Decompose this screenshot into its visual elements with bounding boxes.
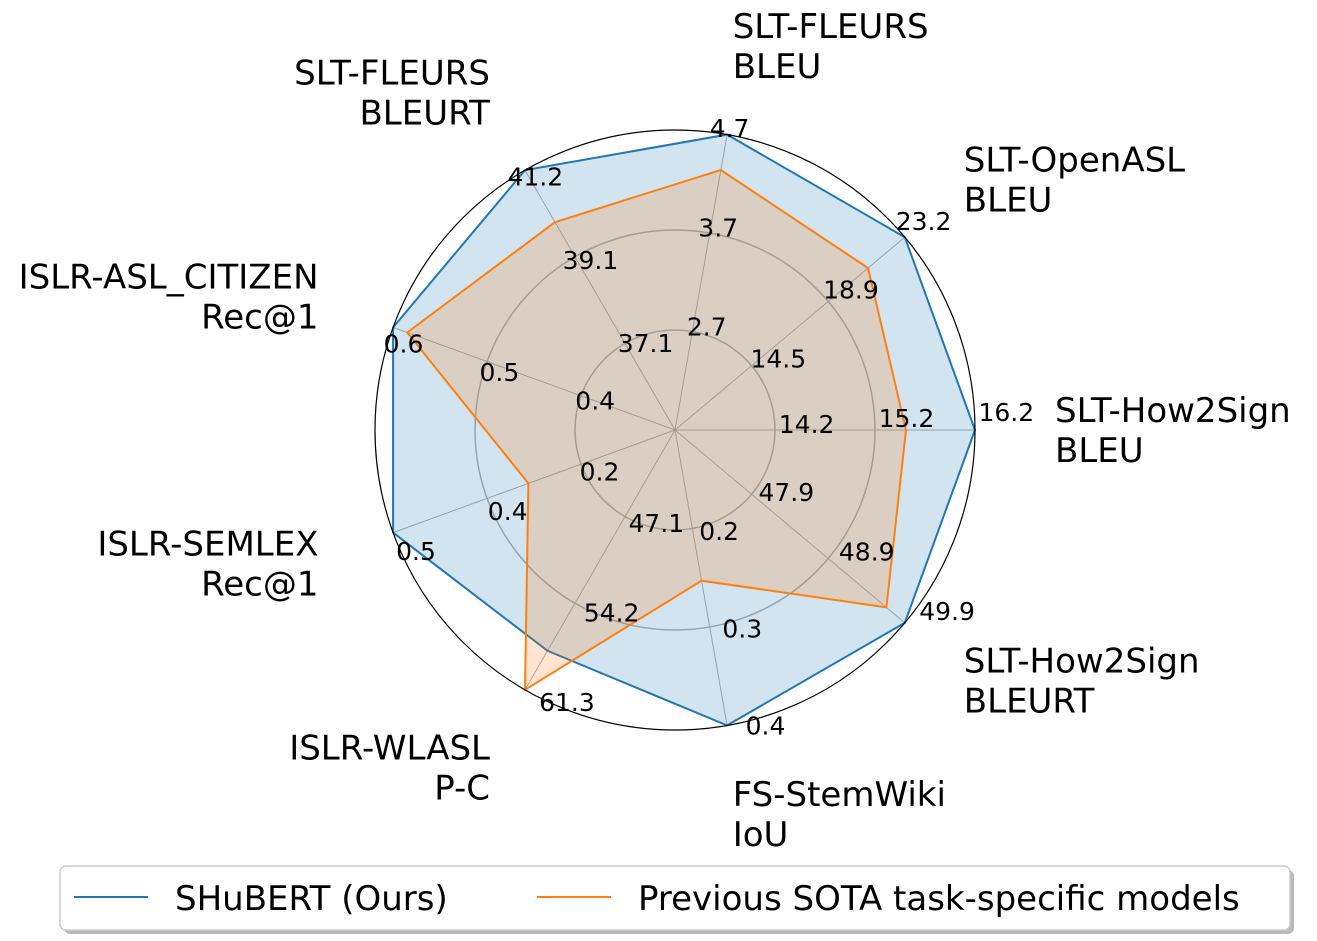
series-line-1 xyxy=(405,168,908,692)
spoke-2 xyxy=(674,134,728,431)
radar-grid xyxy=(392,134,975,726)
tick-label: 0.4 xyxy=(488,497,528,526)
tick-label: 4.7 xyxy=(710,114,750,143)
tick-label: 49.9 xyxy=(919,597,975,626)
tick-label: 16.2 xyxy=(979,398,1035,427)
tick-label: 18.9 xyxy=(823,276,879,305)
tick-label: 15.2 xyxy=(879,404,935,433)
axis-label: SLT-FLEURS BLEU xyxy=(733,7,929,87)
tick-label: 3.7 xyxy=(698,213,738,242)
outer-frame-circle xyxy=(374,129,976,731)
tick-label: 14.2 xyxy=(779,410,835,439)
axis-label: SLT-How2Sign BLEURT xyxy=(964,642,1200,722)
radar-series xyxy=(374,129,977,731)
tick-label: 0.4 xyxy=(575,386,615,415)
tick-label: 0.3 xyxy=(722,614,762,643)
legend: SHuBERT (Ours) Previous SOTA task-specif… xyxy=(59,865,1294,934)
spoke-6 xyxy=(524,429,676,691)
tick-label: 0.4 xyxy=(746,712,786,741)
tick-label: 41.2 xyxy=(508,162,564,191)
axis-label: SLT-FLEURS BLEURT xyxy=(294,53,490,133)
tick-label: 2.7 xyxy=(687,313,727,342)
radial-tick-labels: 14.2 15.2 16.2 14.5 18.9 23.2 2.7 3.7 4.7 37.1 39.… xyxy=(384,114,1035,741)
tick-label: 48.9 xyxy=(839,538,895,567)
spoke-3 xyxy=(524,169,676,431)
tick-label: 14.5 xyxy=(751,345,807,374)
spoke-1 xyxy=(674,236,906,431)
tick-label: 61.3 xyxy=(539,688,595,717)
axis-label: ISLR-ASL_CITIZEN Rec@1 xyxy=(19,258,319,338)
legend-box xyxy=(59,865,1291,931)
tick-label: 0.2 xyxy=(580,457,620,486)
tick-label: 23.2 xyxy=(896,207,952,236)
tick-label: 47.9 xyxy=(759,478,815,507)
tick-label: 47.1 xyxy=(629,509,685,538)
series-fill-0 xyxy=(393,134,976,726)
axis-label: ISLR-SEMLEX Rec@1 xyxy=(97,524,318,604)
axis-label: FS-StemWiki IoU xyxy=(733,775,946,855)
spoke-7 xyxy=(674,429,728,726)
tick-label: 0.5 xyxy=(480,358,520,387)
tick-label: 54.2 xyxy=(584,599,640,628)
tick-label: 0.6 xyxy=(384,329,424,358)
axis-label: ISLR-WLASL P-C xyxy=(289,729,490,809)
tick-label: 39.1 xyxy=(563,246,619,275)
axis-label: SLT-OpenASL BLEU xyxy=(964,140,1185,220)
spoke-5 xyxy=(392,429,676,534)
axis-label: SLT-How2Sign BLEU xyxy=(1055,391,1291,471)
legend-label-previous-sota: Previous SOTA task-specific models xyxy=(638,879,1240,919)
spoke-8 xyxy=(674,429,906,624)
series-line-0 xyxy=(392,133,977,727)
series-fill-1 xyxy=(407,170,906,690)
legend-label-shubert: SHuBERT (Ours) xyxy=(175,879,448,919)
spoke-4 xyxy=(392,326,676,431)
tick-label: 37.1 xyxy=(618,329,674,358)
tick-label: 0.5 xyxy=(396,537,436,566)
axis-labels: SLT-How2Sign BLEU SLT-OpenASL BLEU SLT-FLEUR… xyxy=(19,7,1291,855)
tick-label: 0.2 xyxy=(699,517,739,546)
